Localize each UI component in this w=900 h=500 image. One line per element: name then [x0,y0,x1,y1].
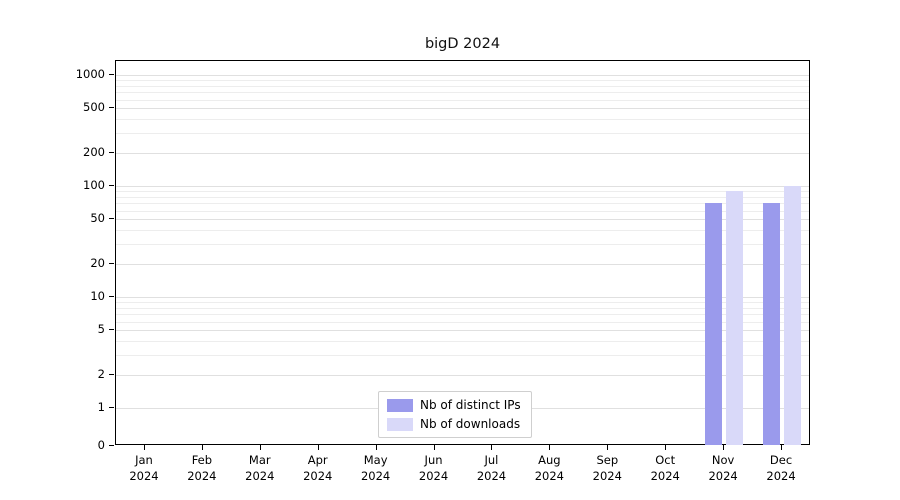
x-tick-label: Jan 2024 [129,453,159,483]
gridline-minor [116,302,809,304]
x-tick-label: Sep 2024 [592,453,622,483]
gridline-major [116,263,809,265]
gridline-major [116,152,809,154]
y-tick-mark [109,296,114,297]
x-tick-label: Jul 2024 [476,453,507,483]
y-tick-label: 1 [97,400,105,414]
y-tick-label: 0 [97,438,105,452]
x-tick-mark [259,445,261,450]
y-tick-label: 1000 [75,67,105,81]
bar-nb-of-downloads [784,186,802,445]
legend: Nb of distinct IPs Nb of downloads [378,391,532,438]
legend-swatch [387,417,413,431]
bar-nb-of-distinct-ips [705,203,723,445]
gridline-minor [116,314,809,316]
y-tick-mark [109,262,114,264]
y-tick-label: 50 [90,211,105,226]
gridline-major [116,297,809,298]
x-tick-label: Dec 2024 [766,453,796,483]
legend-row: Nb of distinct IPs [387,398,521,412]
x-tick-label: Jun 2024 [418,453,449,483]
y-tick-label: 2 [97,366,105,381]
gridline-minor [116,191,809,193]
gridline-minor [116,210,809,212]
gridline-minor [116,203,809,205]
x-tick-label: Apr 2024 [303,453,333,483]
gridline-minor [116,341,809,343]
y-tick-mark [109,107,114,109]
gridline-major [116,219,809,221]
x-tick-mark [433,445,435,450]
x-tick-label: May 2024 [360,453,391,483]
x-tick-label: Nov 2024 [708,453,738,483]
gridline-minor [116,119,809,121]
gridline-minor [116,92,809,94]
gridline-major [116,108,809,110]
y-tick-label: 10 [90,289,105,303]
y-tick-label: 500 [83,100,105,115]
x-tick-mark [375,445,377,450]
y-tick-mark [109,445,114,446]
y-tick-label: 20 [90,255,105,270]
gridline-minor [116,80,809,82]
x-tick-mark [317,445,319,450]
x-tick-mark [549,445,551,450]
x-tick-mark [201,445,203,450]
x-tick-mark [723,445,725,450]
y-tick-mark [109,151,114,153]
gridline-minor [116,133,809,135]
y-tick-mark [109,329,114,331]
plot-area [115,60,810,445]
legend-label: Nb of distinct IPs [420,398,521,412]
x-tick-label: Mar 2024 [245,453,275,483]
x-tick-mark [491,445,493,450]
gridline-minor [116,355,809,357]
gridline-major [116,186,809,187]
legend-row: Nb of downloads [387,417,521,431]
y-tick-mark [109,74,114,75]
y-tick-mark [109,407,114,408]
x-tick-mark [607,445,609,450]
y-tick-mark [109,218,114,220]
chart-title: bigD 2024 [424,36,501,52]
gridline-major [116,374,809,376]
y-tick-mark [109,185,114,186]
gridline-major [116,330,809,332]
gridline-major [116,75,809,76]
x-tick-mark [665,445,667,450]
bar-nb-of-downloads [726,191,744,445]
x-tick-mark [781,445,783,450]
y-tick-mark [109,373,114,375]
y-tick-label: 200 [83,144,105,159]
gridline-minor [116,307,809,309]
gridline-minor [116,196,809,198]
y-tick-label: 5 [97,322,105,337]
x-tick-label: Oct 2024 [650,453,680,483]
gridline-minor [116,244,809,246]
gridline-minor [116,321,809,323]
x-tick-label: Aug 2024 [534,453,565,483]
legend-label: Nb of downloads [420,417,521,431]
legend-swatch [387,398,413,412]
x-tick-label: Feb 2024 [187,453,217,483]
gridline-minor [116,230,809,232]
y-tick-label: 100 [83,178,105,192]
x-tick-mark [143,445,145,450]
gridline-minor [116,99,809,101]
bar-nb-of-distinct-ips [763,203,781,445]
gridline-minor [116,85,809,87]
